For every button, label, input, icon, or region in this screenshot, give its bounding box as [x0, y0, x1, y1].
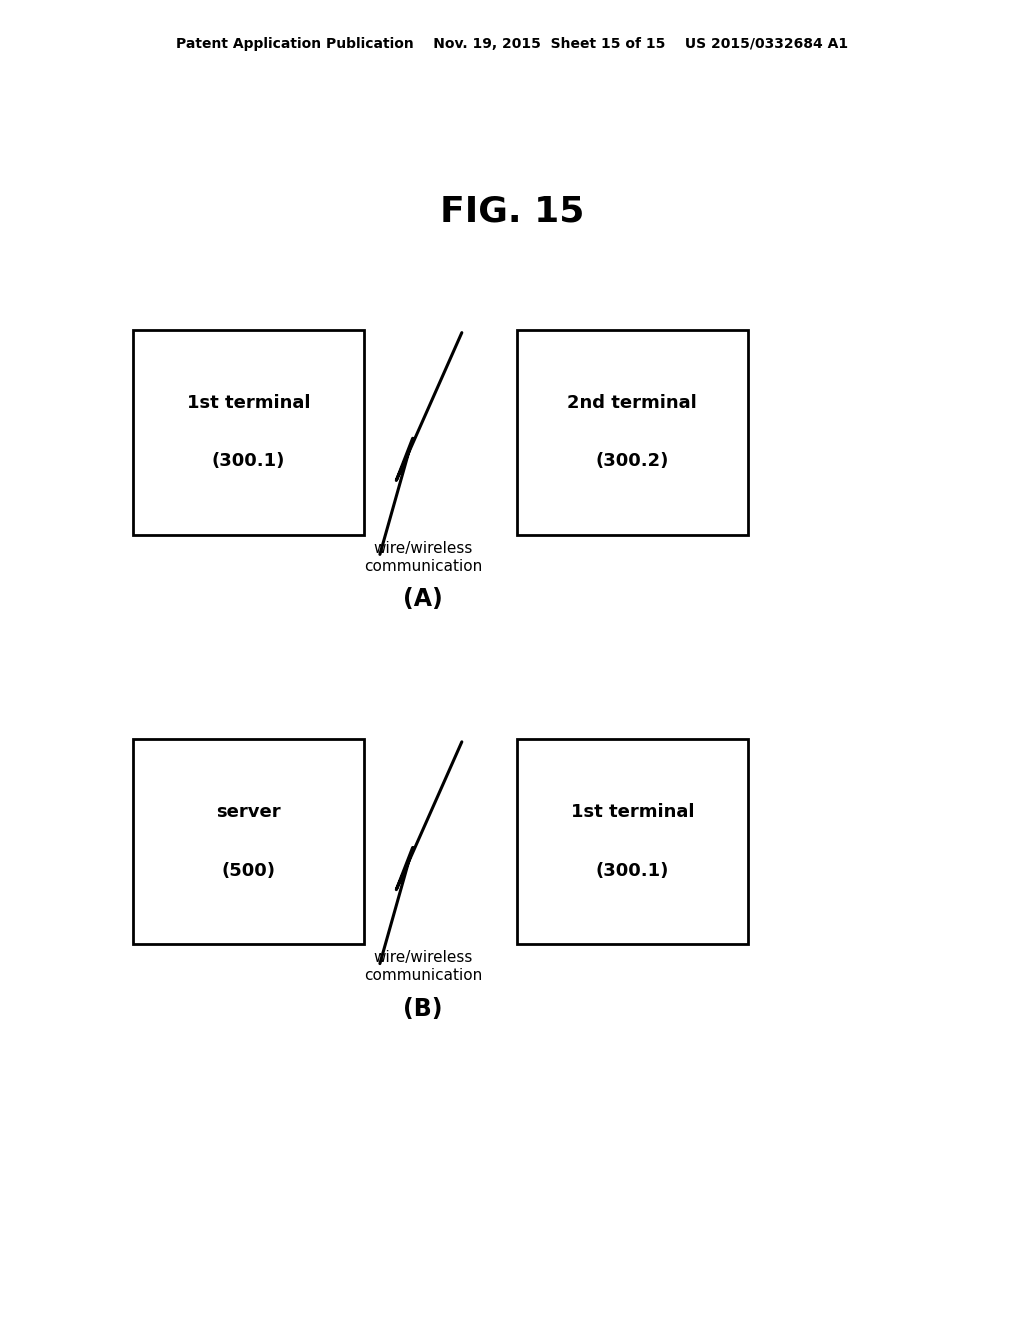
Text: Patent Application Publication    Nov. 19, 2015  Sheet 15 of 15    US 2015/03326: Patent Application Publication Nov. 19, …	[176, 37, 848, 51]
Text: (A): (A)	[403, 587, 442, 611]
Text: wire/wireless
communication: wire/wireless communication	[364, 950, 482, 983]
Text: FIG. 15: FIG. 15	[440, 194, 584, 228]
FancyBboxPatch shape	[133, 739, 364, 944]
Text: server: server	[216, 804, 281, 821]
Text: (300.1): (300.1)	[596, 862, 669, 879]
FancyBboxPatch shape	[517, 330, 748, 535]
FancyBboxPatch shape	[517, 739, 748, 944]
Text: (B): (B)	[403, 997, 442, 1020]
Text: wire/wireless
communication: wire/wireless communication	[364, 541, 482, 574]
Text: 2nd terminal: 2nd terminal	[567, 395, 697, 412]
Text: (500): (500)	[221, 862, 275, 879]
Text: 1st terminal: 1st terminal	[186, 395, 310, 412]
FancyBboxPatch shape	[133, 330, 364, 535]
Text: (300.2): (300.2)	[596, 453, 669, 470]
Text: (300.1): (300.1)	[212, 453, 285, 470]
Text: 1st terminal: 1st terminal	[570, 804, 694, 821]
